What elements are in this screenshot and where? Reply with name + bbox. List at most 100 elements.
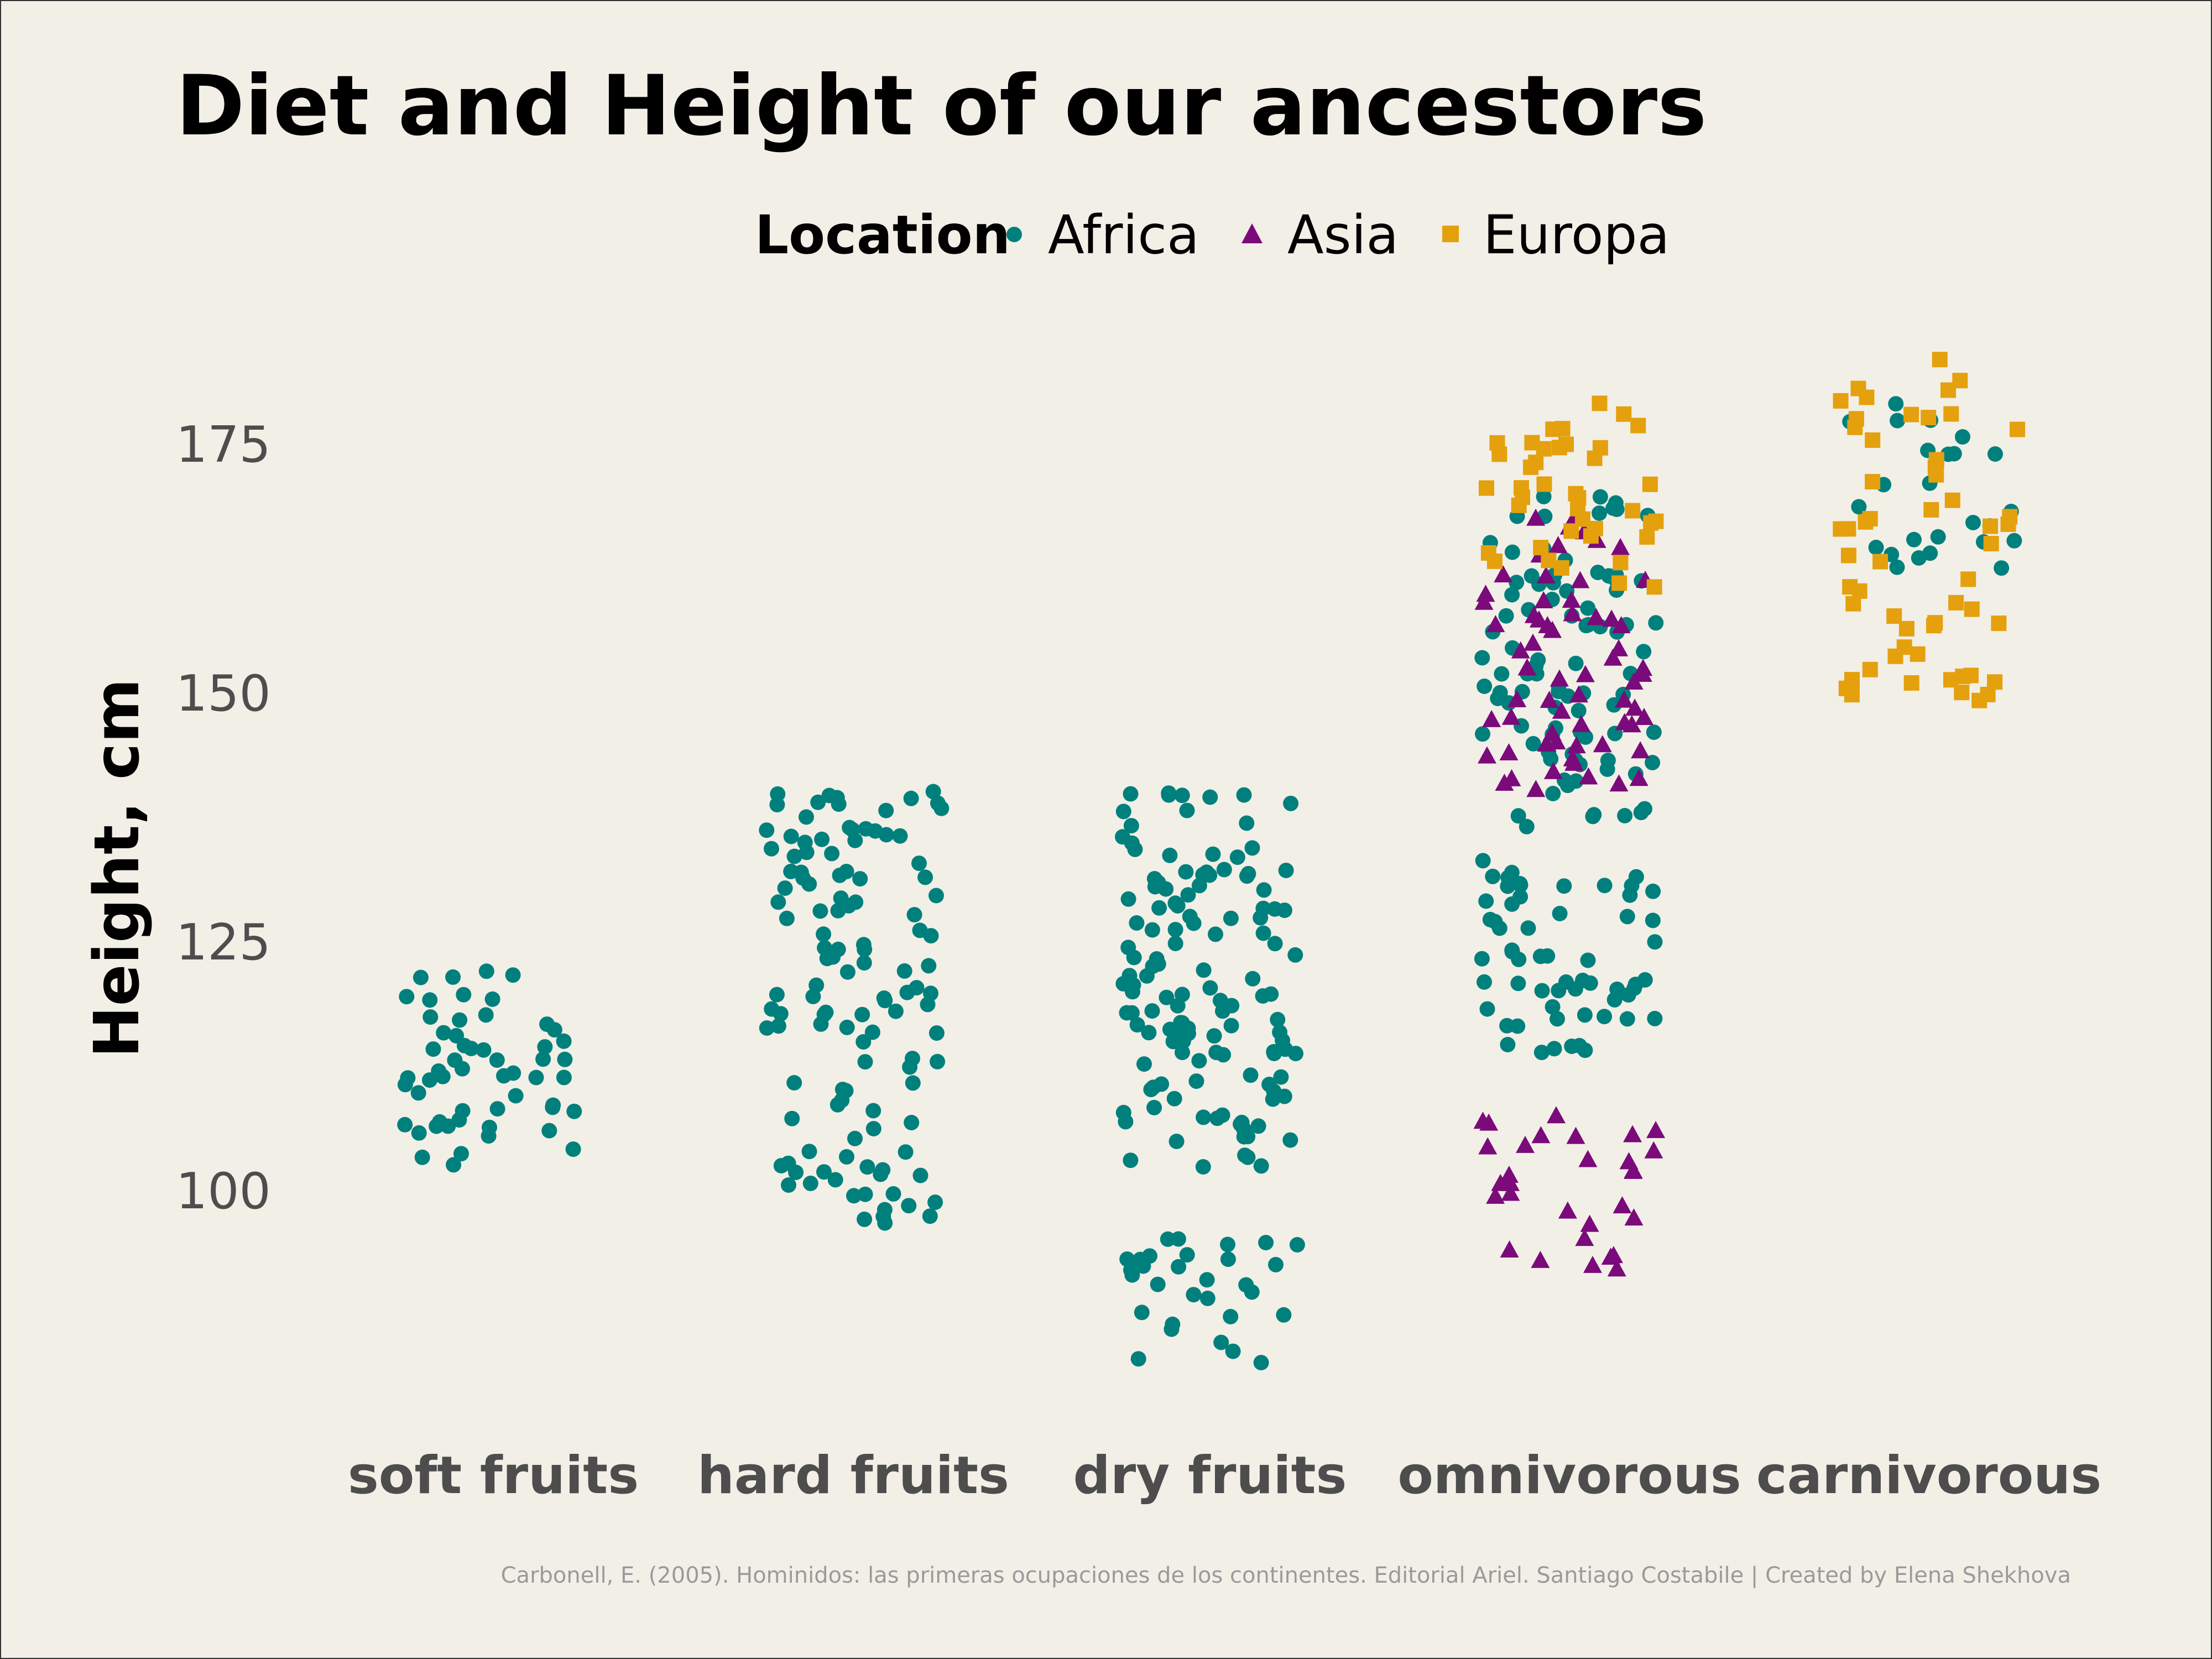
data-point-africa xyxy=(928,1025,945,1041)
data-point-asia xyxy=(1587,608,1606,625)
data-point-africa xyxy=(878,802,894,818)
data-point-africa xyxy=(764,1001,780,1017)
data-point-africa xyxy=(858,821,874,837)
x-tick-dry-fruits: dry fruits xyxy=(1073,1446,1347,1506)
data-point-europa xyxy=(1865,432,1881,448)
data-point-africa xyxy=(786,1075,802,1091)
y-axis-label: Height, cm xyxy=(81,679,153,1058)
data-point-europa xyxy=(1480,545,1496,561)
data-point-africa xyxy=(759,822,775,838)
data-point-africa xyxy=(1256,882,1272,898)
data-point-africa xyxy=(783,828,799,844)
data-point-africa xyxy=(922,1208,938,1224)
data-point-asia xyxy=(1531,1250,1550,1268)
data-point-africa xyxy=(799,809,814,825)
data-point-africa xyxy=(435,1068,451,1084)
data-point-africa xyxy=(1223,1308,1239,1324)
data-point-europa xyxy=(1568,486,1584,502)
data-point-africa xyxy=(1202,789,1218,805)
data-point-africa xyxy=(1922,545,1938,561)
legend-title: Location xyxy=(755,204,1010,266)
data-point-asia xyxy=(1516,1135,1535,1153)
data-point-africa xyxy=(1199,1290,1215,1306)
data-point-africa xyxy=(463,1041,479,1056)
data-point-africa xyxy=(1175,1045,1190,1061)
data-point-africa xyxy=(1647,1010,1663,1026)
data-point-africa xyxy=(1519,818,1535,834)
data-point-africa xyxy=(846,1188,862,1204)
data-point-africa xyxy=(1253,1355,1269,1370)
data-point-africa xyxy=(1520,920,1536,936)
data-point-africa xyxy=(1540,948,1556,964)
data-point-europa xyxy=(1948,594,1964,611)
data-point-africa xyxy=(1175,1033,1191,1049)
data-point-africa xyxy=(779,910,795,926)
data-point-europa xyxy=(1536,476,1552,492)
data-point-africa xyxy=(876,990,892,1006)
data-point-africa xyxy=(875,1162,891,1178)
data-point-africa xyxy=(1645,912,1661,928)
data-point-asia xyxy=(1579,767,1598,785)
data-point-africa xyxy=(930,795,946,811)
data-point-asia xyxy=(1486,1186,1505,1204)
legend: Location Africa Asia Europa xyxy=(755,204,1670,266)
data-point-africa xyxy=(1648,615,1664,631)
data-point-africa xyxy=(901,1198,917,1214)
data-point-africa xyxy=(777,880,793,896)
data-point-africa xyxy=(1287,947,1303,963)
data-point-asia xyxy=(1575,1229,1594,1246)
data-point-africa xyxy=(1133,1251,1148,1267)
data-point-europa xyxy=(1928,452,1944,468)
data-point-europa xyxy=(1489,435,1505,451)
data-point-africa xyxy=(422,1072,437,1088)
data-point-asia xyxy=(1495,774,1514,791)
data-point-africa xyxy=(1500,878,1516,894)
data-point-africa xyxy=(1276,1307,1292,1323)
data-point-asia xyxy=(1494,565,1513,583)
data-point-africa xyxy=(1120,891,1136,907)
data-point-africa xyxy=(920,997,936,1013)
data-point-africa xyxy=(770,786,786,802)
data-point-africa xyxy=(489,1052,505,1068)
data-point-africa xyxy=(1475,726,1490,742)
data-point-africa xyxy=(453,1146,469,1162)
data-point-africa xyxy=(911,855,927,872)
data-point-africa xyxy=(1159,989,1175,1005)
data-point-africa xyxy=(1955,429,1970,445)
data-point-europa xyxy=(1923,502,1939,518)
data-point-africa xyxy=(885,1186,901,1202)
data-point-africa xyxy=(1494,666,1510,682)
data-point-africa xyxy=(833,890,849,906)
data-point-africa xyxy=(1474,650,1490,666)
data-point-europa xyxy=(1553,560,1569,576)
data-point-europa xyxy=(1862,661,1878,677)
data-point-asia xyxy=(1543,761,1563,779)
data-point-africa xyxy=(1120,940,1136,956)
data-point-africa xyxy=(1240,1149,1256,1165)
y-axis-ticks: 175 150 125 100 xyxy=(176,416,271,1220)
data-point-asia xyxy=(1531,1126,1551,1144)
data-point-europa xyxy=(1592,395,1608,411)
data-point-africa xyxy=(1504,896,1520,912)
data-point-africa xyxy=(1582,975,1598,991)
data-point-asia xyxy=(1499,743,1519,760)
data-point-asia xyxy=(1631,741,1650,759)
y-tick-175: 175 xyxy=(176,416,271,474)
data-point-africa xyxy=(847,1130,863,1146)
data-point-africa xyxy=(1186,1287,1202,1303)
data-point-africa xyxy=(1272,1024,1288,1040)
data-point-africa xyxy=(1167,922,1183,937)
data-point-africa xyxy=(839,964,855,980)
data-point-africa xyxy=(1282,1132,1298,1148)
data-point-africa xyxy=(1162,1021,1178,1037)
data-point-europa xyxy=(1960,571,1976,587)
data-point-africa xyxy=(535,1051,551,1067)
data-point-africa xyxy=(484,991,500,1007)
data-point-africa xyxy=(896,963,912,979)
data-point-africa xyxy=(1123,786,1139,802)
x-tick-hard-fruits: hard fruits xyxy=(697,1446,1009,1506)
data-point-africa xyxy=(1208,926,1223,942)
data-point-africa xyxy=(1136,1056,1152,1072)
data-point-africa xyxy=(838,864,854,879)
data-point-africa xyxy=(452,1012,468,1028)
